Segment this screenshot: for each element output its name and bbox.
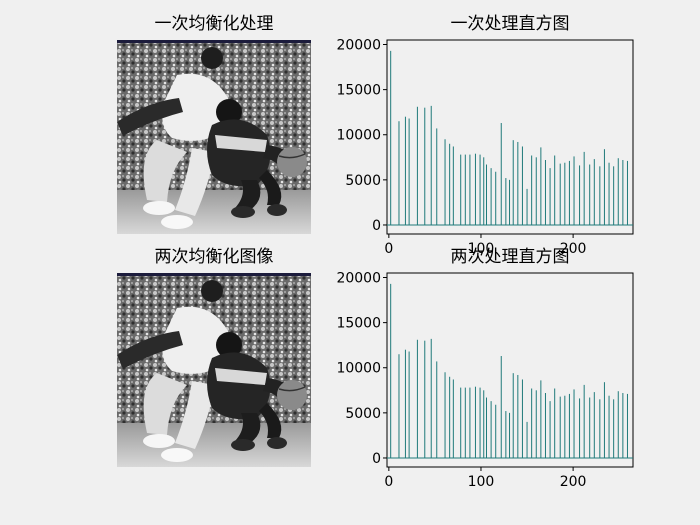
y-tick-label: 10000 <box>336 128 381 144</box>
x-tick-label: 100 <box>468 241 495 257</box>
x-tick-label: 0 <box>384 474 393 490</box>
image-2-equalized-twice <box>116 272 312 468</box>
histogram-2-plot-area <box>386 272 634 468</box>
y-tick-label: 15000 <box>336 316 381 332</box>
x-tick-label: 0 <box>384 241 393 257</box>
y-tick-label: 15000 <box>336 83 381 99</box>
y-tick-label: 10000 <box>336 361 381 377</box>
y-tick-label: 0 <box>372 218 381 234</box>
x-tick-label: 200 <box>560 474 587 490</box>
histogram-1-title: 一次处理直方图 <box>451 14 570 34</box>
x-tick-label: 100 <box>468 474 495 490</box>
histogram-2: 两次处理直方图 0 5000 10000 15000 20000 0 100 200 <box>336 247 634 490</box>
histogram-1: 一次处理直方图 0 5000 10000 15000 20000 0 100 200 <box>336 14 634 257</box>
x-tick-label: 200 <box>560 241 587 257</box>
y-tick-label: 5000 <box>345 406 381 422</box>
image-2-title: 两次均衡化图像 <box>155 247 274 267</box>
image-1-title: 一次均衡化处理 <box>155 14 274 34</box>
y-tick-label: 20000 <box>336 38 381 54</box>
histogram-2-title: 两次处理直方图 <box>451 247 570 267</box>
image-1-equalized-once <box>116 39 312 235</box>
y-tick-label: 5000 <box>345 173 381 189</box>
y-tick-label: 20000 <box>336 271 381 287</box>
y-tick-label: 0 <box>372 451 381 467</box>
histogram-1-plot-area <box>386 39 634 235</box>
